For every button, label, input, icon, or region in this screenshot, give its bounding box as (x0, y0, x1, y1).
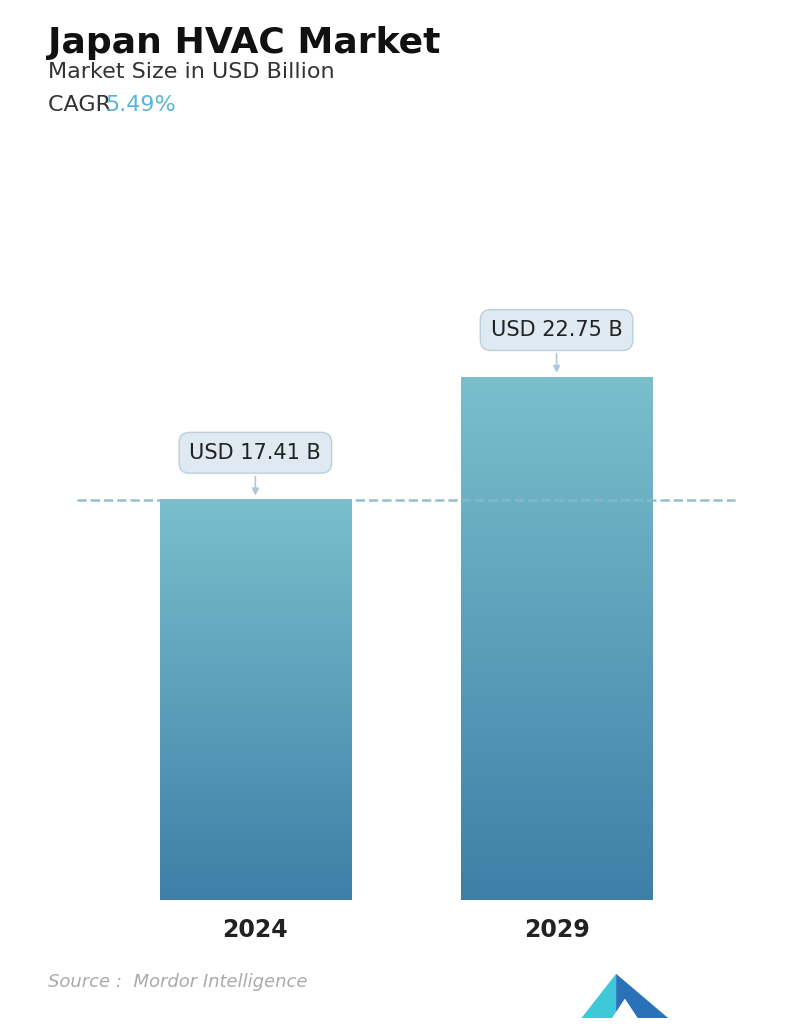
Text: Market Size in USD Billion: Market Size in USD Billion (48, 62, 334, 82)
Text: USD 22.75 B: USD 22.75 B (490, 321, 622, 371)
Text: Source :  Mordor Intelligence: Source : Mordor Intelligence (48, 973, 307, 991)
Text: Japan HVAC Market: Japan HVAC Market (48, 26, 440, 60)
Text: 2024: 2024 (223, 918, 288, 942)
Polygon shape (616, 974, 669, 1018)
Polygon shape (611, 999, 638, 1018)
Text: 5.49%: 5.49% (105, 95, 176, 115)
Polygon shape (581, 974, 616, 1018)
Text: 2029: 2029 (524, 918, 590, 942)
Text: USD 17.41 B: USD 17.41 B (189, 443, 322, 494)
Text: CAGR: CAGR (48, 95, 118, 115)
